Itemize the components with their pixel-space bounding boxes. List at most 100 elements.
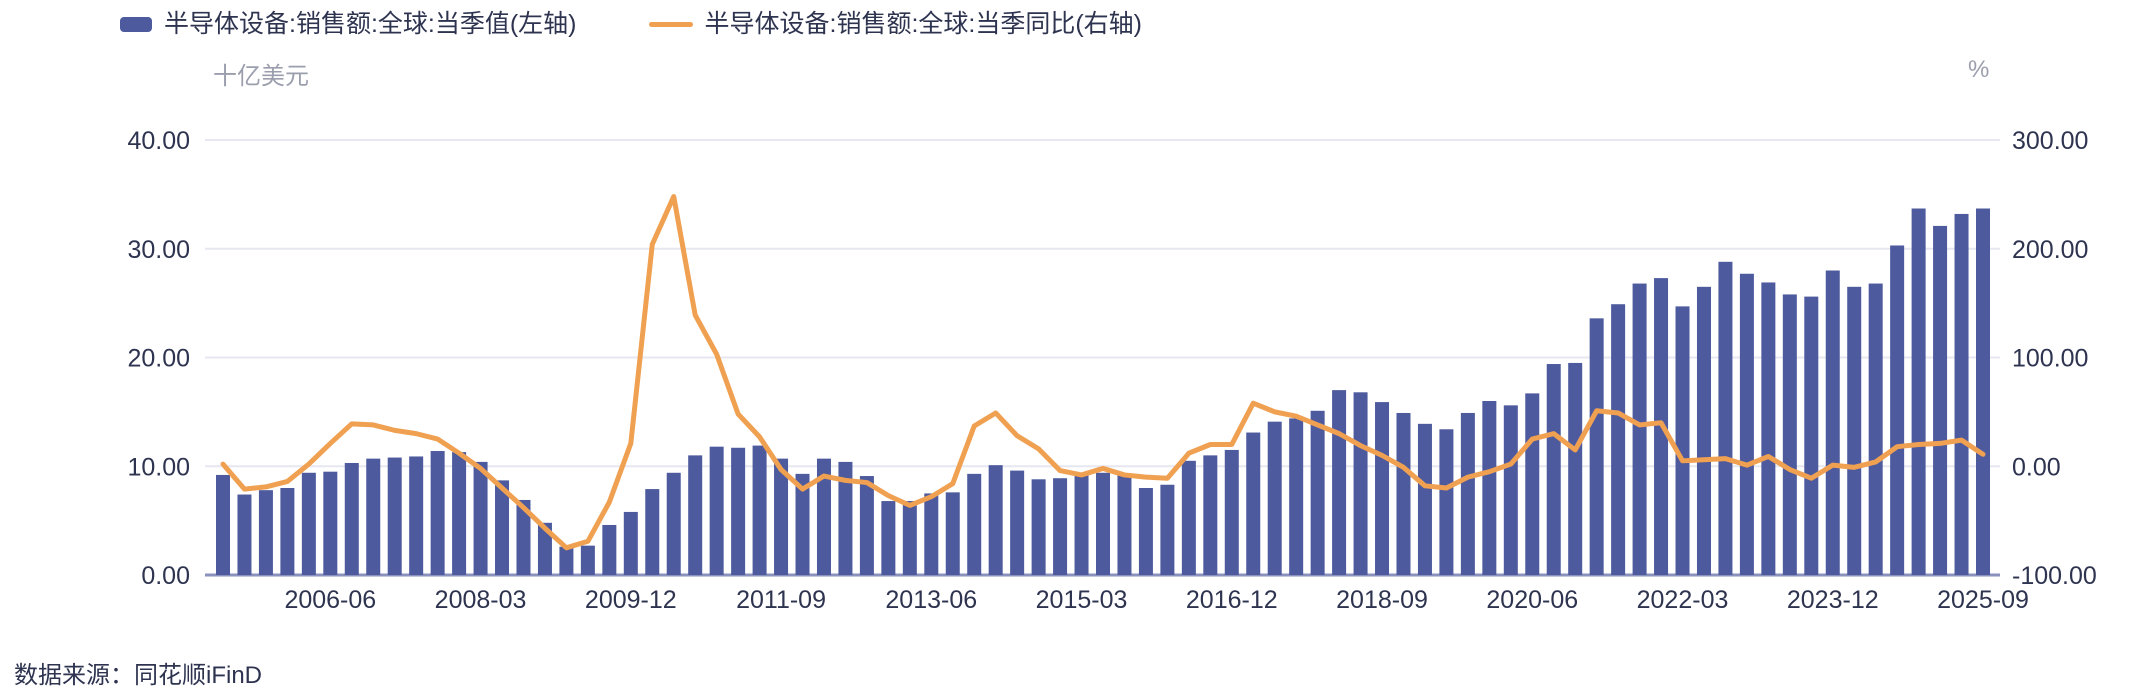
right-axis-tick: 200.00 — [2012, 236, 2088, 264]
bar-2013-09 — [945, 492, 960, 575]
right-axis-tick: 0.00 — [2012, 453, 2061, 481]
bar-2007-06 — [409, 456, 424, 575]
right-axis-tick: 300.00 — [2012, 127, 2088, 155]
yoy-line — [220, 194, 1986, 551]
data-source-caption: 数据来源：同花顺iFinD — [14, 662, 263, 689]
bar-2018-06 — [1353, 392, 1368, 575]
bar-2009-06 — [580, 545, 595, 575]
bar-2019-03 — [1417, 423, 1432, 575]
bar-2020-03 — [1503, 405, 1518, 575]
bar-2016-12 — [1224, 449, 1239, 575]
bar-2023-03 — [1761, 282, 1776, 575]
bar-2025-03 — [1933, 225, 1948, 575]
bar-2010-03 — [645, 489, 660, 575]
bar-2018-12 — [1396, 412, 1411, 575]
bar-2009-03 — [559, 546, 574, 575]
x-axis-tick: 2006-06 — [284, 586, 376, 614]
bar-2022-12 — [1739, 273, 1754, 575]
bar-2013-03 — [902, 501, 917, 575]
bar-2023-09 — [1804, 296, 1819, 575]
bar-series-label: 半导体设备:销售额:全球:当季值(左轴) — [164, 10, 577, 38]
bar-2007-09 — [430, 451, 445, 575]
bar-2005-03 — [216, 474, 230, 575]
bar-2010-09 — [688, 455, 703, 575]
bar-2008-06 — [495, 480, 510, 575]
bar-2006-09 — [344, 462, 359, 575]
right-axis-unit: % — [1968, 56, 1990, 83]
bar-2008-03 — [473, 461, 488, 575]
bar-2023-12 — [1825, 270, 1840, 575]
bar-2007-03 — [387, 457, 402, 575]
bar-2019-09 — [1460, 412, 1475, 575]
bar-2016-09 — [1203, 455, 1218, 575]
bar-2020-09 — [1546, 364, 1561, 575]
bar-2021-03 — [1589, 318, 1604, 575]
bar-2013-06 — [924, 493, 939, 575]
x-axis-tick: 2016-12 — [1186, 586, 1278, 614]
bar-2024-12 — [1911, 208, 1926, 575]
right-axis-tick: -100.00 — [2012, 562, 2097, 590]
bar-2014-06 — [1010, 470, 1025, 575]
bar-2015-06 — [1096, 472, 1110, 575]
bar-2024-09 — [1890, 245, 1905, 576]
bar-2011-06 — [752, 445, 767, 575]
bar-2012-09 — [859, 476, 874, 575]
line-series-swatch-icon — [648, 22, 693, 27]
x-axis-tick: 2013-06 — [885, 586, 977, 614]
bar-2021-06 — [1611, 304, 1626, 575]
left-axis-tick: 0.00 — [141, 562, 190, 590]
bar-2014-12 — [1053, 478, 1068, 575]
bar-2011-12 — [795, 473, 810, 575]
left-axis-tick: 10.00 — [127, 453, 190, 481]
legend-item-line-series[interactable]: 半导体设备:销售额:全球:当季同比(右轴) — [648, 12, 1142, 37]
bar-2005-09 — [258, 490, 273, 575]
x-axis-tick: 2022-03 — [1637, 586, 1729, 614]
bar-2017-06 — [1267, 421, 1282, 575]
bar-2007-12 — [452, 452, 467, 575]
bar-2022-03 — [1675, 306, 1690, 575]
x-axis-tick: 2011-09 — [736, 586, 826, 614]
bar-2020-06 — [1525, 393, 1540, 575]
bar-2011-09 — [774, 458, 789, 575]
x-axis-tick: 2023-12 — [1787, 586, 1879, 614]
bar-2024-06 — [1868, 283, 1883, 575]
bar-2008-09 — [516, 499, 531, 575]
bar-2021-09 — [1632, 283, 1647, 575]
bar-2016-03 — [1160, 484, 1175, 575]
bar-2017-03 — [1246, 432, 1261, 575]
bar-2025-09 — [1976, 208, 1990, 575]
bar-2023-06 — [1782, 294, 1797, 575]
bar-2012-03 — [816, 458, 831, 575]
bar-2005-12 — [280, 488, 295, 575]
bar-2008-12 — [537, 522, 552, 575]
bar-2022-06 — [1696, 286, 1711, 575]
bar-2013-12 — [967, 473, 982, 575]
bar-2012-06 — [838, 461, 853, 575]
bar-2014-09 — [1031, 479, 1046, 575]
legend: 半导体设备:销售额:全球:当季值(左轴) 半导体设备:销售额:全球:当季同比(右… — [120, 12, 1142, 37]
bar-series-swatch-icon — [120, 17, 152, 32]
bar-2010-12 — [709, 446, 724, 575]
bar-2009-12 — [623, 511, 638, 575]
left-axis-tick: 30.00 — [127, 236, 190, 264]
bar-2015-12 — [1138, 488, 1153, 575]
bar-2006-03 — [301, 472, 316, 575]
x-axis-tick: 2008-03 — [435, 586, 527, 614]
bar-2012-12 — [881, 501, 896, 575]
bar-2010-06 — [666, 472, 681, 575]
bar-2020-12 — [1568, 362, 1583, 575]
bar-2006-12 — [366, 458, 381, 575]
bar-2024-03 — [1847, 286, 1862, 575]
left-axis-unit: 十亿美元 — [213, 63, 309, 90]
bar-2019-12 — [1482, 401, 1497, 575]
left-axis-tick: 20.00 — [127, 345, 190, 373]
bar-2015-03 — [1074, 473, 1089, 575]
x-axis-tick: 2018-09 — [1336, 586, 1428, 614]
bar-2006-06 — [323, 471, 338, 575]
bar-2011-03 — [731, 447, 746, 575]
legend-item-bar-series[interactable]: 半导体设备:销售额:全球:当季值(左轴) — [120, 12, 577, 37]
bar-2016-06 — [1181, 460, 1196, 575]
bar-2014-03 — [988, 465, 1003, 575]
x-axis-tick: 2015-03 — [1036, 586, 1128, 614]
